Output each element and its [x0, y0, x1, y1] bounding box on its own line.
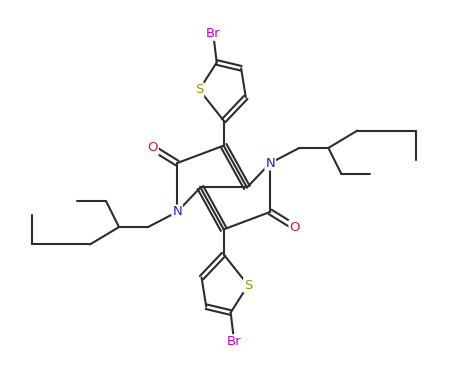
Text: O: O	[147, 141, 158, 154]
Text: S: S	[244, 279, 252, 292]
Text: N: N	[172, 206, 182, 218]
Text: N: N	[265, 157, 275, 170]
Text: Br: Br	[227, 335, 241, 348]
Text: Br: Br	[206, 27, 220, 40]
Text: S: S	[195, 83, 203, 96]
Text: O: O	[289, 220, 300, 234]
